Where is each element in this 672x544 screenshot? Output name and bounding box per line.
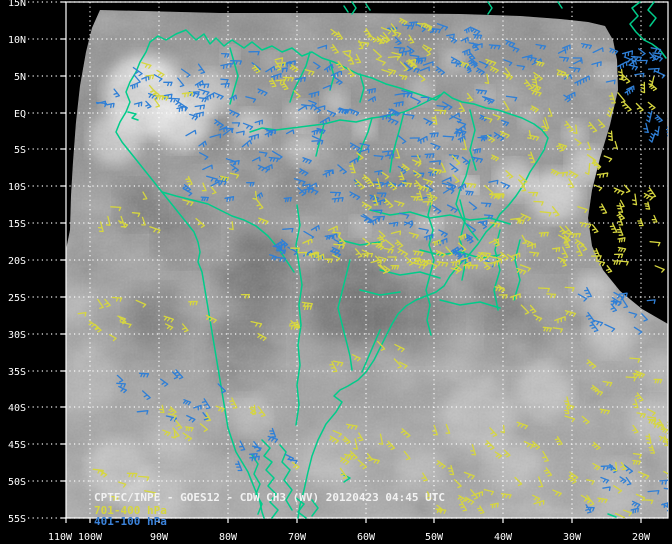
wind-barb-cluster	[92, 468, 157, 501]
wind-barb-cluster	[613, 184, 658, 227]
lat-axis-label: 20S	[8, 256, 26, 267]
wind-barb-cluster	[577, 286, 656, 335]
wind-barbs-high-level	[95, 21, 668, 514]
lon-axis-label: 110W	[48, 532, 73, 543]
axis-labels: 15N 10N 5N EQ 5S 10S 15S 20S 25S 30S 35S 40S 45S 50S 5…	[8, 0, 651, 543]
wind-barb-cluster	[330, 17, 433, 82]
wind-barb-cluster	[348, 148, 439, 211]
wind-barb-cluster	[290, 225, 446, 274]
wind-barb-cluster	[568, 471, 654, 518]
legend-high-level: 401-100 hPa	[94, 515, 167, 528]
lon-axis-label: 80W	[219, 532, 238, 543]
product-title: CPTEC/INPE - GOES12 - CDW CH3 (WV) 20120…	[94, 491, 445, 504]
wind-barb-cluster	[360, 209, 414, 229]
wind-barb-cluster	[564, 119, 618, 179]
wind-barb-cluster	[251, 57, 315, 99]
lat-axis-label: 40S	[8, 403, 26, 414]
wind-barb-cluster	[159, 397, 266, 442]
map-frame	[61, 1, 669, 523]
lon-axis-label: 30W	[563, 532, 582, 543]
wind-barb-cluster	[634, 47, 666, 79]
wind-barbs-mid-level	[77, 17, 668, 518]
lat-axis-label: 50S	[8, 477, 26, 488]
wind-barb-cluster	[489, 171, 622, 265]
wind-barb-cluster	[435, 488, 545, 515]
wind-barb-cluster	[182, 172, 269, 231]
wind-barb-cluster	[95, 63, 210, 113]
wind-barb-cluster	[77, 296, 147, 342]
lon-axis-label: 90W	[150, 532, 169, 543]
lat-axis-label: 5N	[14, 72, 26, 83]
wind-barb-cluster	[429, 233, 540, 275]
lon-axis-label: 70W	[288, 532, 307, 543]
wind-barb-cluster	[329, 340, 408, 373]
wind-barb-cluster	[558, 221, 665, 274]
lat-axis-label: 30S	[8, 330, 26, 341]
lon-axis-label: 40W	[494, 532, 513, 543]
wind-barb-cluster	[163, 293, 313, 341]
wind-barb-cluster	[591, 421, 668, 480]
wind-barb-cluster	[235, 427, 298, 472]
lat-axis-label: 5S	[14, 145, 26, 156]
lat-axis-label: EQ	[14, 109, 26, 120]
wind-barb-cluster	[97, 191, 161, 234]
lat-axis-label: 10S	[8, 182, 26, 193]
wind-barb-cluster	[141, 61, 194, 108]
wind-barb-cluster	[563, 357, 666, 431]
lat-axis-label: 55S	[8, 514, 26, 525]
wind-barb-cluster	[606, 68, 658, 118]
lat-axis-label: 35S	[8, 367, 26, 378]
wind-barb-cluster	[194, 44, 343, 89]
wind-barb-cluster	[431, 58, 569, 197]
wind-barb-cluster	[585, 463, 668, 514]
wind-barb-cluster	[557, 42, 646, 103]
wind-barb-cluster	[643, 110, 668, 143]
lon-axis-label: 20W	[632, 532, 651, 543]
lat-axis-label: 45S	[8, 440, 26, 451]
lat-axis-label: 15S	[8, 219, 26, 230]
wind-barb-cluster	[421, 421, 563, 503]
wind-barb-cluster	[116, 369, 227, 423]
wind-barb-cluster	[494, 284, 577, 333]
lon-axis-label: 100W	[78, 532, 103, 543]
legend-mid-level: 701-400 hPa	[94, 504, 167, 517]
lat-axis-label: 10N	[8, 35, 26, 46]
lon-axis-label: 50W	[425, 532, 444, 543]
wind-barb-cluster	[291, 423, 411, 479]
lon-axis-label: 60W	[357, 532, 376, 543]
wind-barb-cluster	[488, 39, 547, 71]
wind-barb-cluster	[179, 84, 518, 211]
lat-axis-label: 15N	[8, 0, 26, 9]
lat-axis-label: 25S	[8, 293, 26, 304]
